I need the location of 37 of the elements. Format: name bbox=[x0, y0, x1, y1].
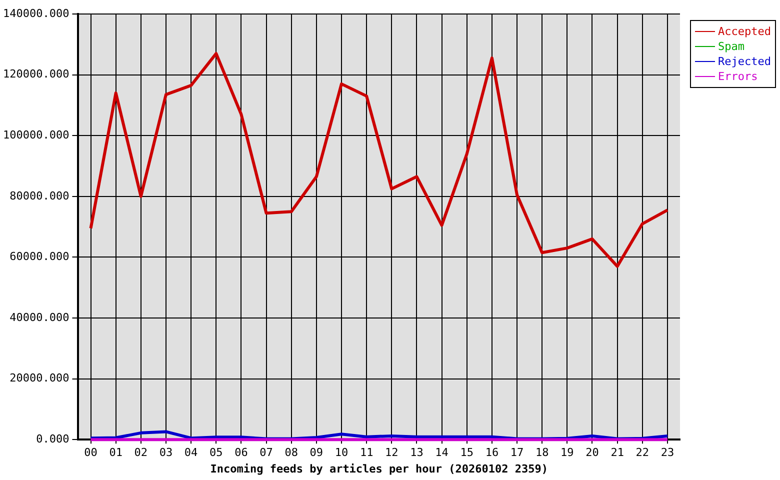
x-tick-label: 11 bbox=[360, 446, 374, 460]
y-tick-label: 0.000 bbox=[36, 432, 70, 446]
legend-label: Spam bbox=[718, 40, 744, 53]
x-tick-label: 12 bbox=[385, 446, 398, 460]
y-tick-label: 140000.000 bbox=[2, 6, 70, 20]
x-tick-label: 01 bbox=[109, 446, 122, 460]
x-tick-label: 06 bbox=[234, 446, 248, 460]
legend-label: Accepted bbox=[718, 25, 771, 38]
x-tick-label: 04 bbox=[184, 446, 198, 460]
y-tick-label: 60000.000 bbox=[10, 250, 70, 264]
x-tick-label: 15 bbox=[460, 446, 474, 460]
y-tick-label: 80000.000 bbox=[10, 189, 70, 202]
x-tick-label: 08 bbox=[284, 446, 298, 460]
x-tick-label: 19 bbox=[560, 446, 574, 460]
x-tick-label: 00 bbox=[84, 446, 98, 460]
x-tick-label: 23 bbox=[660, 446, 674, 460]
x-tick-label: 09 bbox=[310, 446, 324, 460]
legend-label: Errors bbox=[718, 70, 758, 83]
x-tick-label: 05 bbox=[210, 446, 223, 460]
x-tick-label: 02 bbox=[134, 446, 148, 460]
x-tick-label: 18 bbox=[535, 446, 549, 460]
y-tick-label: 40000.000 bbox=[10, 310, 70, 324]
y-tick-label: 20000.000 bbox=[10, 372, 70, 385]
x-tick-label: 20 bbox=[586, 446, 599, 460]
x-tick-label: 21 bbox=[610, 446, 624, 460]
legend-label: Rejected bbox=[718, 55, 771, 68]
y-tick-label: 100000.000 bbox=[2, 128, 70, 142]
x-tick-label: 17 bbox=[510, 446, 524, 460]
y-tick-label: 120000.000 bbox=[2, 68, 70, 81]
x-tick-label: 07 bbox=[260, 446, 273, 460]
x-tick-label: 22 bbox=[636, 446, 650, 460]
x-tick-label: 14 bbox=[435, 446, 449, 460]
x-tick-label: 16 bbox=[485, 446, 499, 460]
x-axis-title: Incoming feeds by articles per hour (20260102 2359) bbox=[210, 462, 548, 476]
x-tick-label: 10 bbox=[334, 446, 348, 460]
x-tick-label: 03 bbox=[159, 446, 173, 460]
x-tick-label: 13 bbox=[410, 446, 424, 460]
